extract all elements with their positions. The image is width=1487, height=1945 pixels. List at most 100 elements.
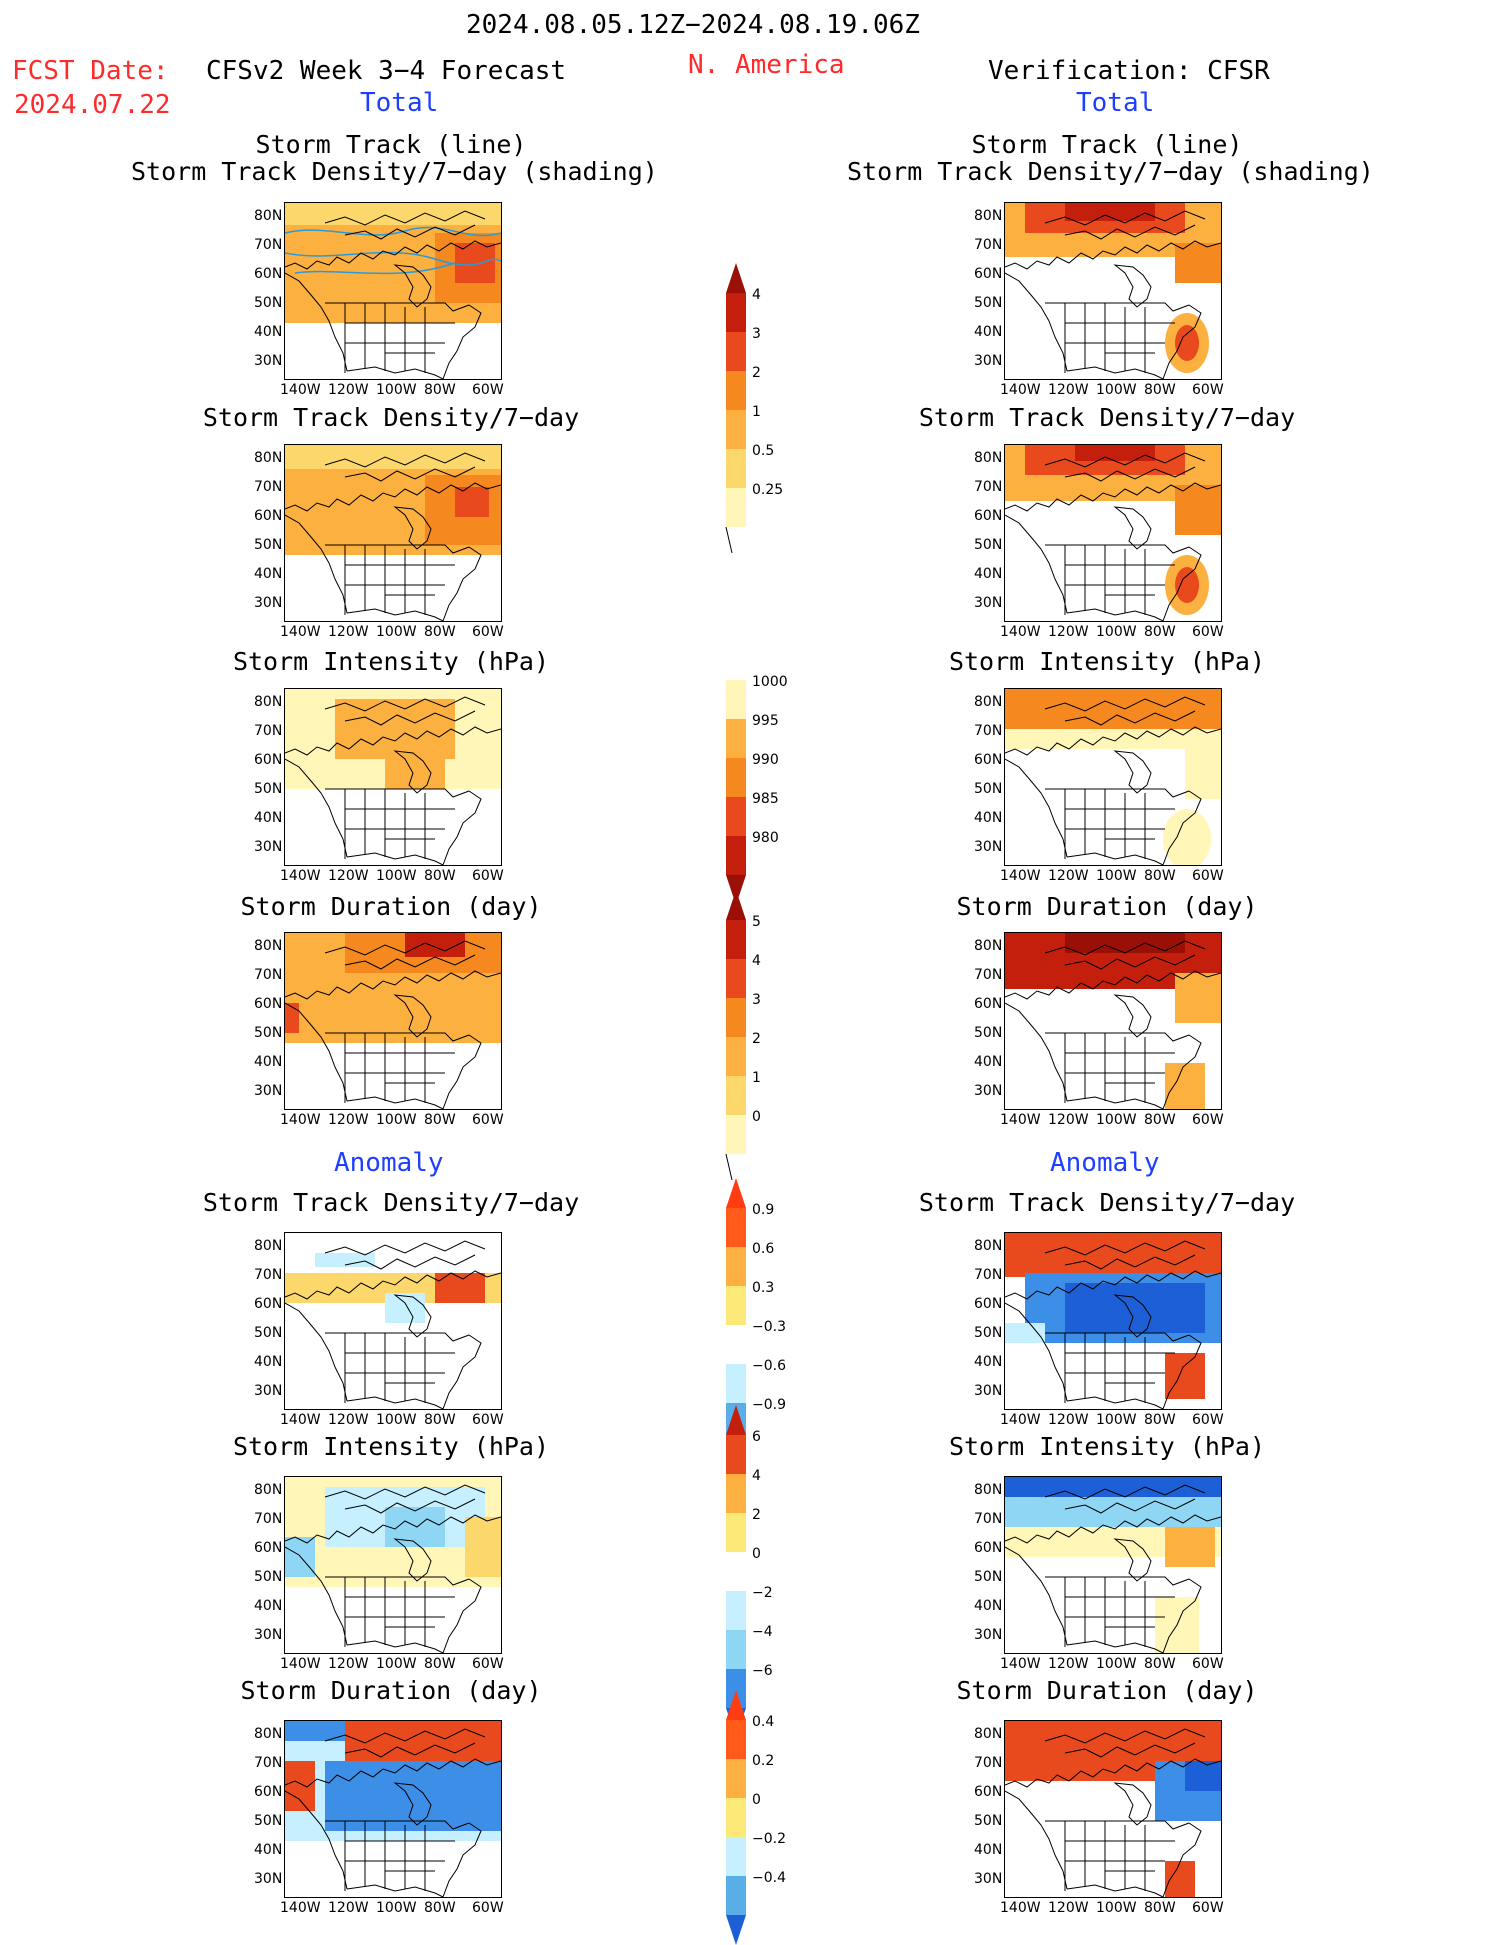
right-density-map-lat-tick: 60N (974, 508, 1003, 524)
density-anom-colorbar-label: −0.9 (752, 1397, 786, 1413)
left-track-line-title: Storm Track (line) (255, 130, 527, 159)
right-track-map-lat-tick: 40N (974, 324, 1003, 340)
left-anom-density-map-lon-tick: 140W (280, 1412, 321, 1428)
right-anom-density-map-lon-tick: 120W (1048, 1412, 1089, 1428)
region-title: N. America (688, 50, 845, 80)
right-anom-duration-title: Storm Duration (day) (956, 1676, 1258, 1705)
right-density-map-lon-tick: 120W (1048, 624, 1089, 640)
left-density-map-lon-tick: 80W (424, 624, 456, 640)
left-track-map (284, 202, 502, 380)
fcst-date-label: FCST Date: (12, 56, 169, 86)
right-density-map-lon-tick: 100W (1096, 624, 1137, 640)
right-density-map-lon-tick: 140W (1000, 624, 1041, 640)
left-anom-intensity-map-lon-tick: 80W (424, 1656, 456, 1672)
left-anom-intensity-map (284, 1476, 502, 1654)
duration-total-colorbar-label: 1 (752, 1070, 761, 1086)
right-duration-map (1004, 932, 1222, 1110)
right-duration-map-lat-tick: 80N (974, 938, 1003, 954)
left-track-map-lat-tick: 70N (254, 237, 283, 253)
right-anom-intensity-map (1004, 1476, 1222, 1654)
left-anom-density-map-lon-tick: 60W (472, 1412, 504, 1428)
right-track-map-lon-tick: 60W (1192, 382, 1224, 398)
intensity-anom-colorbar-label: 4 (752, 1468, 761, 1484)
left-density-map-lat-tick: 40N (254, 566, 283, 582)
right-track-map-lat-tick: 50N (974, 295, 1003, 311)
left-intensity-map-lon-tick: 60W (472, 868, 504, 884)
left-density-title: Storm Track Density/7−day (202, 403, 580, 432)
right-anom-density-map-lat-tick: 60N (974, 1296, 1003, 1312)
right-anom-density-map-lon-tick: 100W (1096, 1412, 1137, 1428)
left-anom-intensity-map-lat-tick: 40N (254, 1598, 283, 1614)
duration-total-colorbar-label: 0 (752, 1109, 761, 1125)
duration-total-colorbar (725, 890, 746, 1184)
left-duration-map-lon-tick: 100W (376, 1112, 417, 1128)
right-anom-duration-map-lon-tick: 80W (1144, 1900, 1176, 1916)
left-density-map-lat-tick: 50N (254, 537, 283, 553)
left-density-map-lat-tick: 60N (254, 508, 283, 524)
right-anom-intensity-map-lat-tick: 30N (974, 1627, 1003, 1643)
intensity-total-colorbar-label: 995 (752, 713, 779, 729)
intensity-total-colorbar-label: 980 (752, 830, 779, 846)
left-density-map-lat-tick: 70N (254, 479, 283, 495)
left-density-map-lat-tick: 30N (254, 595, 283, 611)
left-anom-density-map (284, 1232, 502, 1410)
right-duration-map-lon-tick: 100W (1096, 1112, 1137, 1128)
intensity-total-colorbar-label: 990 (752, 752, 779, 768)
left-anom-intensity-map-lat-tick: 50N (254, 1569, 283, 1585)
left-track-map-lat-tick: 50N (254, 295, 283, 311)
right-intensity-title: Storm Intensity (hPa) (948, 647, 1266, 676)
fcst-date-value: 2024.07.22 (14, 90, 171, 120)
left-anom-density-map-lon-tick: 100W (376, 1412, 417, 1428)
left-total-label: Total (360, 88, 439, 118)
right-anom-duration-map-lat-tick: 80N (974, 1726, 1003, 1742)
left-track-shading-title: Storm Track Density/7−day (shading) (131, 157, 658, 186)
left-intensity-map (284, 688, 502, 866)
right-intensity-map (1004, 688, 1222, 866)
right-intensity-map-lat-tick: 80N (974, 694, 1003, 710)
left-density-map-lon-tick: 120W (328, 624, 369, 640)
right-duration-map-lon-tick: 60W (1192, 1112, 1224, 1128)
left-anom-duration-map-lon-tick: 140W (280, 1900, 321, 1916)
right-anom-density-map-lon-tick: 140W (1000, 1412, 1041, 1428)
left-intensity-map-lon-tick: 120W (328, 868, 369, 884)
left-anom-duration-map-lon-tick: 80W (424, 1900, 456, 1916)
left-track-map-lon-tick: 120W (328, 382, 369, 398)
left-anom-density-map-lat-tick: 40N (254, 1354, 283, 1370)
left-track-map-lon-tick: 100W (376, 382, 417, 398)
left-anom-intensity-title: Storm Intensity (hPa) (232, 1432, 550, 1461)
right-anom-intensity-map-lat-tick: 50N (974, 1569, 1003, 1585)
left-anom-duration-map-lat-tick: 80N (254, 1726, 283, 1742)
left-anom-intensity-map-lat-tick: 60N (254, 1540, 283, 1556)
left-intensity-map-lat-tick: 50N (254, 781, 283, 797)
left-duration-map-lat-tick: 80N (254, 938, 283, 954)
left-intensity-map-lon-tick: 100W (376, 868, 417, 884)
left-duration-map-lon-tick: 80W (424, 1112, 456, 1128)
density-anom-colorbar-label: 0.6 (752, 1241, 775, 1257)
right-anom-density-map (1004, 1232, 1222, 1410)
right-track-map (1004, 202, 1222, 380)
left-intensity-map-lat-tick: 70N (254, 723, 283, 739)
right-anom-duration-map-lon-tick: 60W (1192, 1900, 1224, 1916)
left-duration-title: Storm Duration (day) (240, 892, 542, 921)
left-track-map-lat-tick: 30N (254, 353, 283, 369)
density-anom-colorbar-label: 0.9 (752, 1202, 775, 1218)
intensity-anom-colorbar-label: −4 (752, 1624, 773, 1640)
right-track-line-title: Storm Track (line) (971, 130, 1243, 159)
right-duration-map-lon-tick: 120W (1048, 1112, 1089, 1128)
left-intensity-title: Storm Intensity (hPa) (232, 647, 550, 676)
right-anom-intensity-map-lon-tick: 140W (1000, 1656, 1041, 1672)
left-anom-duration-map-lat-tick: 30N (254, 1871, 283, 1887)
intensity-total-colorbar (726, 650, 746, 905)
right-anom-duration-map-lon-tick: 100W (1096, 1900, 1137, 1916)
verification-title: Verification: CFSR (988, 56, 1270, 86)
right-intensity-map-lon-tick: 80W (1144, 868, 1176, 884)
intensity-anom-colorbar-label: −6 (752, 1663, 773, 1679)
right-density-title: Storm Track Density/7−day (918, 403, 1296, 432)
right-anom-intensity-map-lat-tick: 70N (974, 1511, 1003, 1527)
right-duration-map-lat-tick: 50N (974, 1025, 1003, 1041)
left-track-map-lat-tick: 60N (254, 266, 283, 282)
left-track-map-lat-tick: 40N (254, 324, 283, 340)
left-anom-duration-map-lat-tick: 70N (254, 1755, 283, 1771)
right-track-map-lat-tick: 30N (974, 353, 1003, 369)
right-duration-map-lat-tick: 40N (974, 1054, 1003, 1070)
